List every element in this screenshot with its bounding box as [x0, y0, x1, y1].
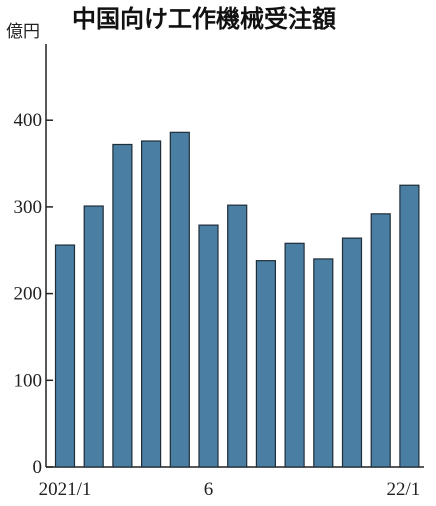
bar	[83, 205, 104, 468]
chart-title: 中国向け工作機械受注額	[72, 5, 336, 33]
x-tick-label: 22/1	[387, 479, 421, 500]
bar	[227, 204, 248, 468]
y-tick-label: 300	[14, 197, 43, 218]
y-tick-label: 0	[33, 457, 43, 478]
x-axis-ticks: 2021/1 6 22/1	[39, 479, 421, 500]
bar	[399, 184, 420, 468]
x-tick-label: 2021/1	[39, 479, 92, 500]
bar	[141, 140, 162, 468]
bar	[198, 224, 219, 468]
bar-series	[54, 131, 420, 468]
y-tick-label: 400	[14, 110, 43, 131]
y-axis-ticks: 0 100 200 300 400	[14, 110, 53, 478]
y-axis-unit: 億円	[6, 22, 40, 42]
bar	[284, 242, 305, 468]
y-tick-label: 100	[14, 370, 43, 391]
bar	[370, 213, 391, 468]
bar	[54, 244, 76, 468]
bar	[112, 143, 133, 468]
y-tick-label: 200	[14, 284, 43, 305]
bar	[169, 131, 190, 468]
bar	[341, 237, 363, 468]
x-tick-label: 6	[204, 479, 214, 500]
bar	[313, 258, 334, 468]
bar	[255, 260, 276, 468]
